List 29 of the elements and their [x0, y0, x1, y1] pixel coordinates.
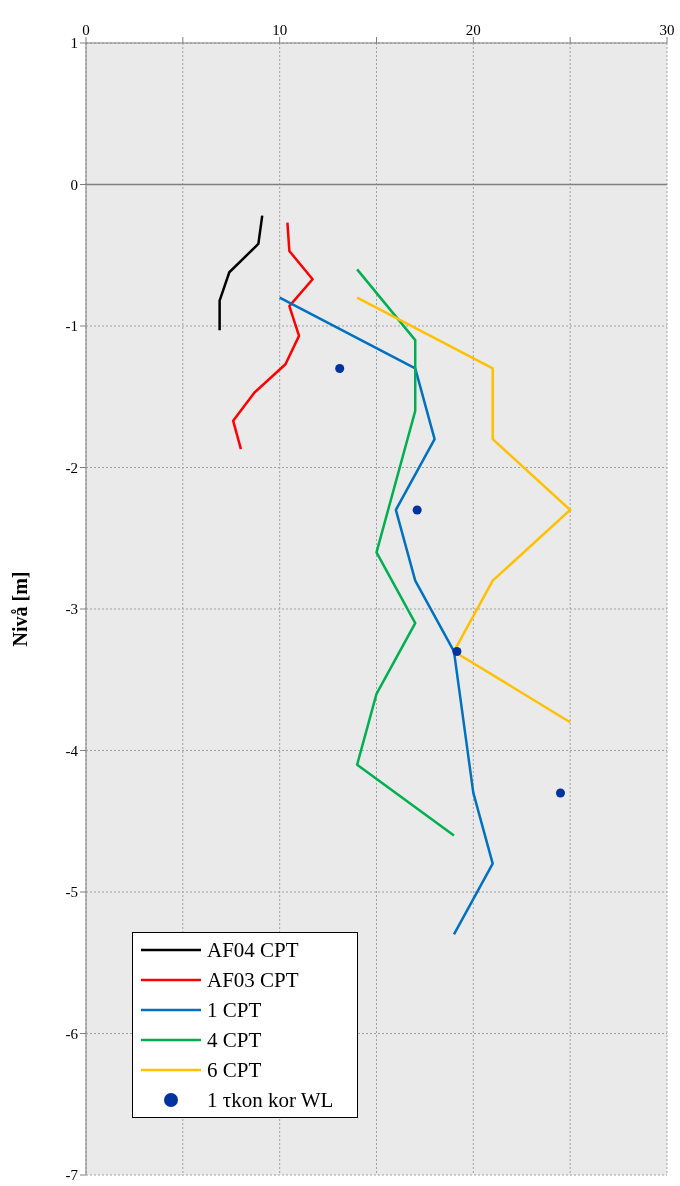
y-tick-label: -1 [65, 318, 78, 335]
point [335, 363, 345, 373]
legend-label: 1 τkon kor WL [207, 1087, 334, 1114]
x-tick-label: 30 [659, 22, 675, 38]
y-tick-label: -6 [65, 1025, 79, 1042]
legend-label: AF04 CPT [207, 937, 299, 964]
point [555, 788, 565, 798]
line-series [278, 296, 494, 936]
x-tick-label: 10 [272, 22, 288, 38]
line-series [355, 296, 572, 724]
y-axis-title: Nivå [m] [9, 571, 32, 647]
line-series [218, 214, 264, 332]
y-tick-label: 1 [70, 35, 78, 52]
line-series [231, 221, 314, 451]
y-tick-label: -5 [65, 884, 78, 901]
y-tick-label: -7 [65, 1167, 79, 1184]
x-tick-label: 20 [465, 22, 481, 38]
x-tick-label: 0 [82, 22, 90, 38]
y-tick-label: -3 [65, 601, 78, 618]
legend-label: 4 CPT [207, 1027, 262, 1054]
y-tick-label: -4 [65, 742, 79, 759]
legend-label: 1 CPT [207, 997, 262, 1024]
legend-label: AF03 CPT [207, 967, 299, 994]
point [412, 505, 422, 515]
point [452, 646, 462, 656]
y-tick-label: -2 [65, 459, 78, 476]
legend-label: 6 CPT [207, 1057, 262, 1084]
line-series [355, 268, 456, 837]
y-tick-label: 0 [70, 176, 78, 193]
